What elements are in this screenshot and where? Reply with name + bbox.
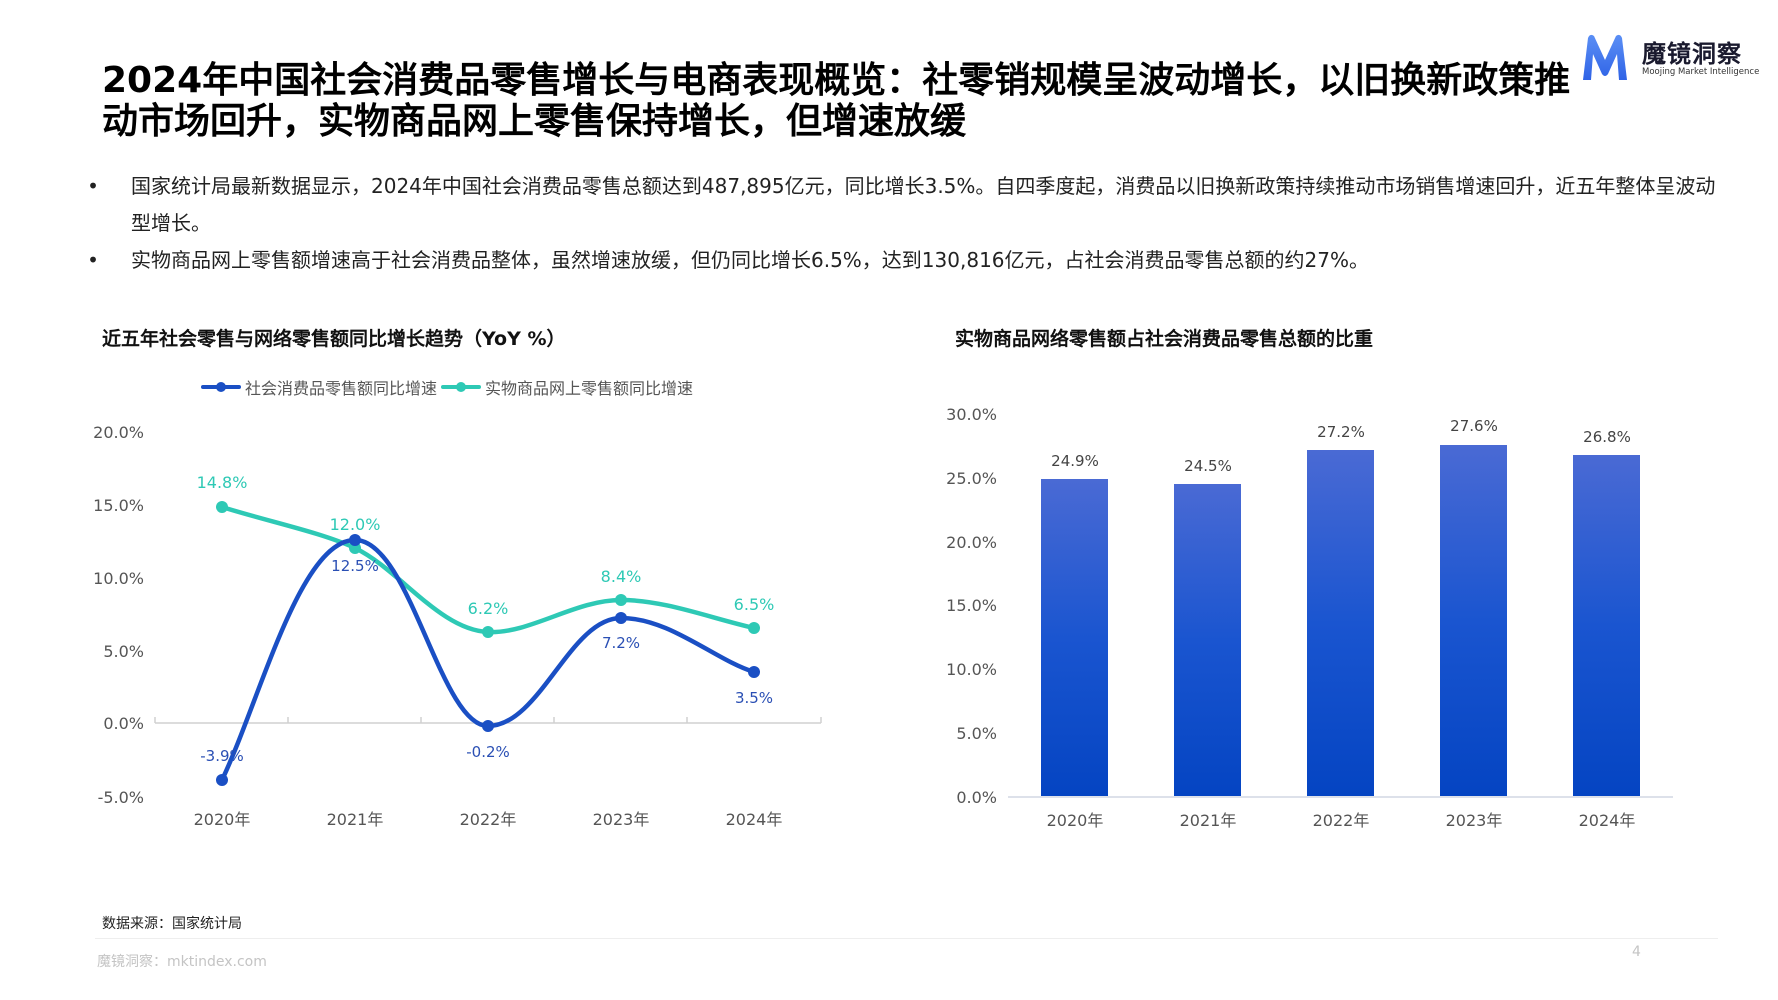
x-tick: 2023年 <box>1446 811 1503 830</box>
line-chart-y-axis: 20.0% 15.0% 10.0% 5.0% 0.0% -5.0% <box>93 423 144 807</box>
y-tick: 15.0% <box>93 496 144 515</box>
bar-series <box>1041 445 1640 797</box>
bar[interactable] <box>1440 445 1507 797</box>
bullet-dot-icon: • <box>87 248 99 272</box>
legend-line-teal-icon <box>441 382 482 392</box>
bullet-item: • 国家统计局最新数据显示，2024年中国社会消费品零售总额达到487,895亿… <box>86 168 1726 242</box>
y-tick: 25.0% <box>946 469 997 488</box>
data-label: 8.4% <box>601 567 642 586</box>
logo-subtitle: Moojing Market Intelligence <box>1642 67 1760 77</box>
data-point[interactable] <box>748 622 760 634</box>
brand-logo: 魔镜洞察 Moojing Market Intelligence <box>1580 30 1770 85</box>
data-point[interactable] <box>615 612 627 624</box>
data-label: -3.9% <box>200 747 244 765</box>
summary-bullets: • 国家统计局最新数据显示，2024年中国社会消费品零售总额达到487,895亿… <box>86 168 1726 279</box>
x-tick: 2024年 <box>1579 811 1636 830</box>
x-tick: 2021年 <box>327 810 384 829</box>
bar-label: 24.5% <box>1184 457 1232 475</box>
line-chart: 20.0% 15.0% 10.0% 5.0% 0.0% -5.0% 2020年 … <box>93 423 822 829</box>
footer-divider <box>95 938 1718 939</box>
data-point[interactable] <box>482 626 494 638</box>
legend-item-retail[interactable]: 社会消费品零售额同比增速 <box>201 375 437 399</box>
y-tick: 0.0% <box>956 788 997 807</box>
data-source: 数据来源：国家统计局 <box>102 916 242 932</box>
x-tick: 2020年 <box>194 810 251 829</box>
data-point[interactable] <box>349 534 361 546</box>
data-point[interactable] <box>748 666 760 678</box>
legend-item-online[interactable]: 实物商品网上零售额同比增速 <box>441 375 693 399</box>
bar-label: 27.6% <box>1450 417 1498 435</box>
bar-chart: 30.0% 25.0% 20.0% 15.0% 10.0% 5.0% 0.0% … <box>946 405 1673 830</box>
page-title: 2024年中国社会消费品零售增长与电商表现概览：社零销规模呈波动增长，以旧换新政… <box>102 60 1571 142</box>
bullet-item: • 实物商品网上零售额增速高于社会消费品整体，虽然增速放缓，但仍同比增长6.5%… <box>86 242 1726 279</box>
x-tick: 2020年 <box>1047 811 1104 830</box>
bar-chart-y-axis: 30.0% 25.0% 20.0% 15.0% 10.0% 5.0% 0.0% <box>946 405 997 807</box>
bar-label: 27.2% <box>1317 423 1365 441</box>
series-social-retail: -3.9% 12.5% -0.2% 7.2% 3.5% <box>200 534 773 786</box>
y-tick: 20.0% <box>946 533 997 552</box>
bar-label: 26.8% <box>1583 428 1631 446</box>
x-tick: 2021年 <box>1180 811 1237 830</box>
y-tick: 5.0% <box>103 642 144 661</box>
y-tick: 20.0% <box>93 423 144 442</box>
footer-brand-link[interactable]: 魔镜洞察：mktindex.com <box>97 954 267 970</box>
x-tick: 2022年 <box>460 810 517 829</box>
y-tick: 30.0% <box>946 405 997 424</box>
y-tick: 5.0% <box>956 724 997 743</box>
data-label: 6.2% <box>468 599 509 618</box>
m-logo-icon <box>1583 34 1627 80</box>
data-label: 7.2% <box>602 634 640 652</box>
y-tick: 0.0% <box>103 714 144 733</box>
data-point[interactable] <box>216 774 228 786</box>
data-label: 12.0% <box>330 515 381 534</box>
data-label: 12.5% <box>331 557 379 575</box>
line-chart-title: 近五年社会零售与网络零售额同比增长趋势（YoY %） <box>102 328 566 350</box>
bullet-text: 实物商品网上零售额增速高于社会消费品整体，虽然增速放缓，但仍同比增长6.5%，达… <box>131 248 1369 272</box>
page-number: 4 <box>1632 944 1641 960</box>
series-online-retail: 14.8% 12.0% 6.2% 8.4% 6.5% <box>197 473 775 638</box>
y-tick: 10.0% <box>93 569 144 588</box>
data-label: -0.2% <box>466 743 510 761</box>
bar[interactable] <box>1041 479 1108 797</box>
y-tick: 15.0% <box>946 596 997 615</box>
legend-line-blue-icon <box>201 382 241 392</box>
x-tick: 2022年 <box>1313 811 1370 830</box>
legend-label: 社会消费品零售额同比增速 <box>245 379 438 398</box>
bullet-dot-icon: • <box>87 174 99 198</box>
bar[interactable] <box>1307 450 1374 797</box>
bar-chart-title: 实物商品网络零售额占社会消费品零售总额的比重 <box>955 328 1374 350</box>
data-label: 3.5% <box>735 689 773 707</box>
y-tick: 10.0% <box>946 660 997 679</box>
data-label: 6.5% <box>734 595 775 614</box>
bar-label: 24.9% <box>1051 452 1099 470</box>
line-chart-legend: 社会消费品零售额同比增速 实物商品网上零售额同比增速 <box>201 375 697 399</box>
data-label: 14.8% <box>197 473 248 492</box>
y-tick: -5.0% <box>98 788 144 807</box>
data-point[interactable] <box>615 594 627 606</box>
bar[interactable] <box>1573 455 1640 797</box>
bar[interactable] <box>1174 484 1241 797</box>
legend-label: 实物商品网上零售额同比增速 <box>485 379 694 398</box>
x-tick: 2024年 <box>726 810 783 829</box>
data-point[interactable] <box>482 720 494 732</box>
x-tick: 2023年 <box>593 810 650 829</box>
data-point[interactable] <box>216 501 228 513</box>
bullet-text: 国家统计局最新数据显示，2024年中国社会消费品零售总额达到487,895亿元，… <box>131 174 1716 235</box>
logo-name: 魔镜洞察 <box>1642 40 1742 68</box>
